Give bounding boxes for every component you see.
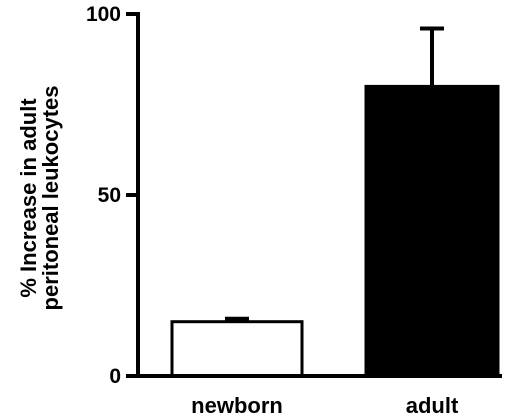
y-tick-label-100: 100 <box>86 3 121 26</box>
y-axis-title: % Increase in adult peritoneal leukocyte… <box>16 86 63 311</box>
error-bars-group <box>225 26 444 322</box>
bar-newborn <box>170 320 304 378</box>
x-tick-label-newborn: newborn <box>191 393 283 417</box>
x-tick-label-adult: adult <box>406 393 459 417</box>
y-ticks-group: 0 50 100 <box>86 3 138 388</box>
bar-adult <box>364 84 500 378</box>
bars-group <box>170 84 500 378</box>
y-axis-title-line-1: % Increase in adult <box>16 98 41 298</box>
x-labels-group: newborn adult <box>191 393 459 417</box>
y-tick-label-0: 0 <box>109 365 121 388</box>
y-axis-title-line-2: peritoneal leukocytes <box>38 86 63 311</box>
y-tick-label-50: 50 <box>98 184 121 207</box>
